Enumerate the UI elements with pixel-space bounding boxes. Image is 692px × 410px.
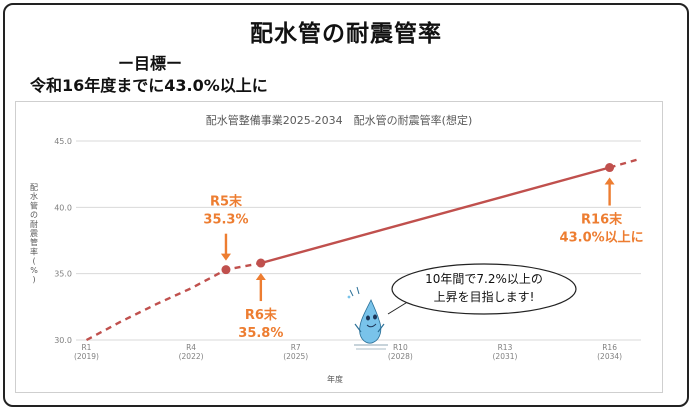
annotation-arrow-head xyxy=(220,253,231,261)
goal-label: ー目標ー xyxy=(118,54,183,73)
data-point-marker xyxy=(605,163,615,173)
x-tick-label: R7 xyxy=(291,343,301,352)
x-tick-year-label: (2019) xyxy=(74,352,99,361)
x-tick-label: R10 xyxy=(393,343,408,352)
y-axis-label-char: ( xyxy=(32,257,35,266)
chart-title: 配水管整備事業2025-2034 配水管の耐震管率(想定) xyxy=(206,113,473,127)
annotation-label: R6末 xyxy=(245,307,278,323)
annotation-label: R5末 xyxy=(210,194,243,210)
y-tick-label: 45.0 xyxy=(54,137,72,146)
planned-line xyxy=(260,166,610,265)
water-drop-mascot-icon xyxy=(347,286,388,350)
y-axis-label-char: の xyxy=(30,211,38,220)
x-tick-label: R13 xyxy=(498,343,513,352)
y-axis-label-char: 震 xyxy=(30,229,38,238)
page-title: 配水管の耐震管率 xyxy=(250,21,442,47)
y-axis-label-char: 配 xyxy=(30,183,38,192)
y-tick-label: 35.0 xyxy=(54,270,72,279)
y-axis-label-char: 耐 xyxy=(30,219,38,229)
x-tick-year-label: (2028) xyxy=(388,352,413,361)
y-axis-label-char: 水 xyxy=(30,191,38,201)
series-layer xyxy=(85,158,638,342)
y-axis-label: 配水管の耐震管率(%) xyxy=(30,183,38,284)
y-tick-label: 30.0 xyxy=(54,336,72,345)
y-axis-label-char: % xyxy=(30,266,38,275)
dashed-projection-before-line xyxy=(85,261,262,342)
x-tick-year-label: (2034) xyxy=(597,352,622,361)
x-tick-year-label: (2025) xyxy=(283,352,308,361)
annotation-value: 35.8% xyxy=(238,326,283,341)
grid-layer xyxy=(76,140,641,341)
callout-line-2: 上昇を目指します! xyxy=(434,289,535,304)
goal-text: 令和16年度までに43.0%以上に xyxy=(30,76,268,95)
x-tick-label: R1 xyxy=(81,343,91,352)
speech-callout: 10年間で7.2%以上の 上昇を目指します! xyxy=(387,263,577,315)
x-axis-label: 年度 xyxy=(327,374,343,384)
annotation-layer: R5末 35.3% R6末 35.8% R16末 43.0%以上に xyxy=(203,177,644,341)
x-tick-label: R4 xyxy=(186,343,196,352)
y-axis-label-char: 管 xyxy=(30,200,38,210)
x-tick-labels: R1(2019)R4(2022)R7(2025)R10(2028)R13(203… xyxy=(74,343,622,361)
x-tick-label: R16 xyxy=(602,343,617,352)
marker-layer xyxy=(221,163,615,275)
chart-panel: 配水管整備事業2025-2034 配水管の耐震管率(想定) 30.0 35.0 40… xyxy=(15,101,663,393)
dashed-projection-after-line xyxy=(609,158,638,169)
annotation-arrow-head xyxy=(255,273,266,281)
annotation-label: R16末 xyxy=(581,212,623,228)
chart-svg: 配水管整備事業2025-2034 配水管の耐震管率(想定) 30.0 35.0 40… xyxy=(30,113,644,384)
data-point-marker xyxy=(221,265,231,275)
y-axis-label-char: ) xyxy=(32,275,35,284)
callout-line-1: 10年間で7.2%以上の xyxy=(425,272,543,286)
y-axis-label-char: 管 xyxy=(30,237,38,247)
x-tick-year-label: (2022) xyxy=(179,352,204,361)
y-tick-label: 40.0 xyxy=(54,203,72,212)
x-tick-year-label: (2031) xyxy=(493,352,518,361)
data-point-marker xyxy=(256,258,266,268)
annotation-value: 35.3% xyxy=(203,213,248,228)
annotation-arrow-head xyxy=(604,177,615,185)
y-tick-labels: 30.0 35.0 40.0 45.0 xyxy=(54,137,72,345)
annotation-value: 43.0%以上に xyxy=(560,231,644,246)
y-axis-label-char: 率 xyxy=(30,246,38,256)
